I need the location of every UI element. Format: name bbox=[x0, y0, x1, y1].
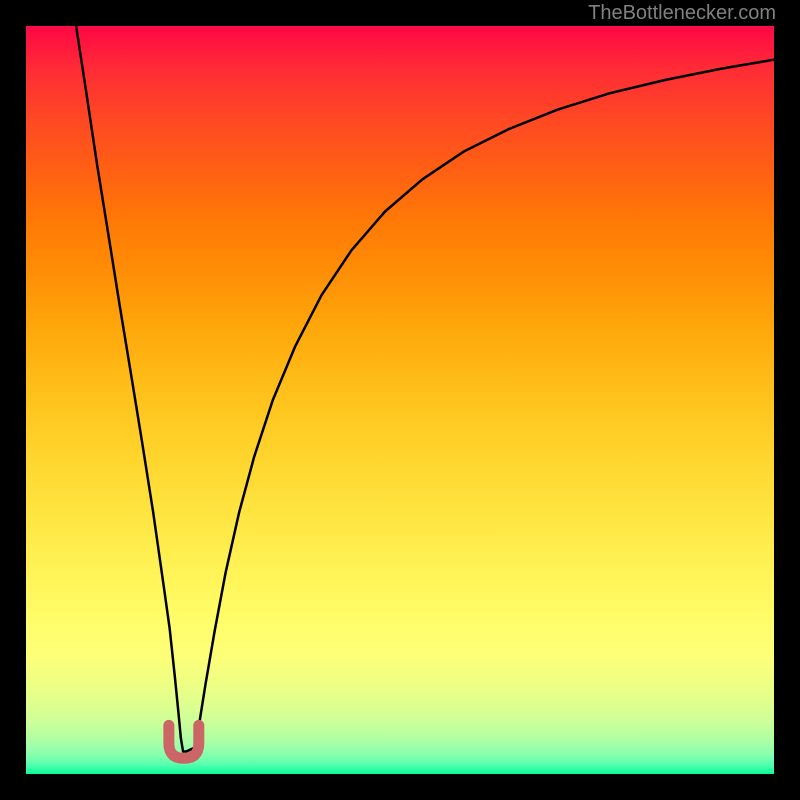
chart-svg bbox=[26, 26, 774, 774]
chart-plot-area bbox=[26, 26, 774, 774]
gradient-background bbox=[26, 26, 774, 774]
watermark-text: TheBottlenecker.com bbox=[588, 2, 776, 25]
